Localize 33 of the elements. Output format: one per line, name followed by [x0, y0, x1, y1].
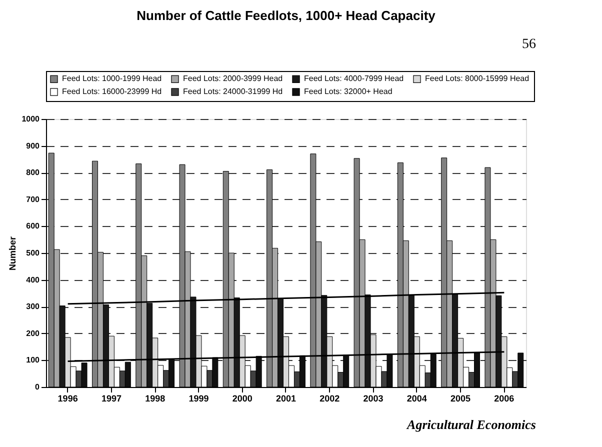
y-tick-label: 1000: [22, 114, 40, 124]
y-tick-label: 200: [26, 328, 40, 338]
y-tick-label: 500: [26, 248, 40, 258]
legend-label: Feed Lots: 24000-31999 Hd: [183, 87, 283, 96]
x-tick-label: 2002: [320, 394, 340, 404]
x-tick-label: 2003: [363, 394, 384, 404]
y-tick-label: 600: [26, 222, 40, 231]
y-tick-label: 0: [35, 382, 40, 392]
x-tick-label: 1996: [58, 394, 78, 404]
y-tick-label: 100: [26, 356, 40, 365]
y-tick-label: 300: [26, 302, 40, 312]
chart-title: Number of Cattle Feedlots, 1000+ Head Capacity: [136, 8, 436, 23]
x-tick-label: 2001: [276, 394, 296, 404]
legend-label: Feed Lots: 32000+ Head: [304, 87, 392, 96]
legend-label: Feed Lots: 2000-3999 Head: [183, 74, 283, 84]
legend-label: Feed Lots: 8000-15999 Head: [425, 74, 530, 84]
legend-label: Feed Lots: 16000-23999 Hd: [62, 87, 162, 96]
x-tick-label: 2006: [494, 394, 514, 404]
x-tick-label: 2005: [450, 394, 471, 404]
x-tick-label: 2000: [232, 394, 252, 404]
x-tick-label: 2004: [406, 394, 427, 404]
x-tick-label: 1998: [145, 394, 166, 404]
y-tick-label: 900: [26, 141, 40, 150]
x-tick-label: 1999: [188, 394, 209, 404]
y-tick-label: 800: [26, 168, 40, 178]
legend-label: Feed Lots: 4000-7999 Head: [304, 74, 404, 84]
y-tick-label: 400: [26, 275, 40, 284]
text: Agricultural Economics: [406, 417, 536, 432]
text: 56: [522, 37, 536, 52]
legend-label: Feed Lots: 1000-1999 Head: [62, 74, 162, 84]
x-tick-label: 1997: [101, 394, 122, 404]
y-tick-label: 700: [26, 194, 40, 204]
y-axis-title: Number: [8, 236, 18, 271]
